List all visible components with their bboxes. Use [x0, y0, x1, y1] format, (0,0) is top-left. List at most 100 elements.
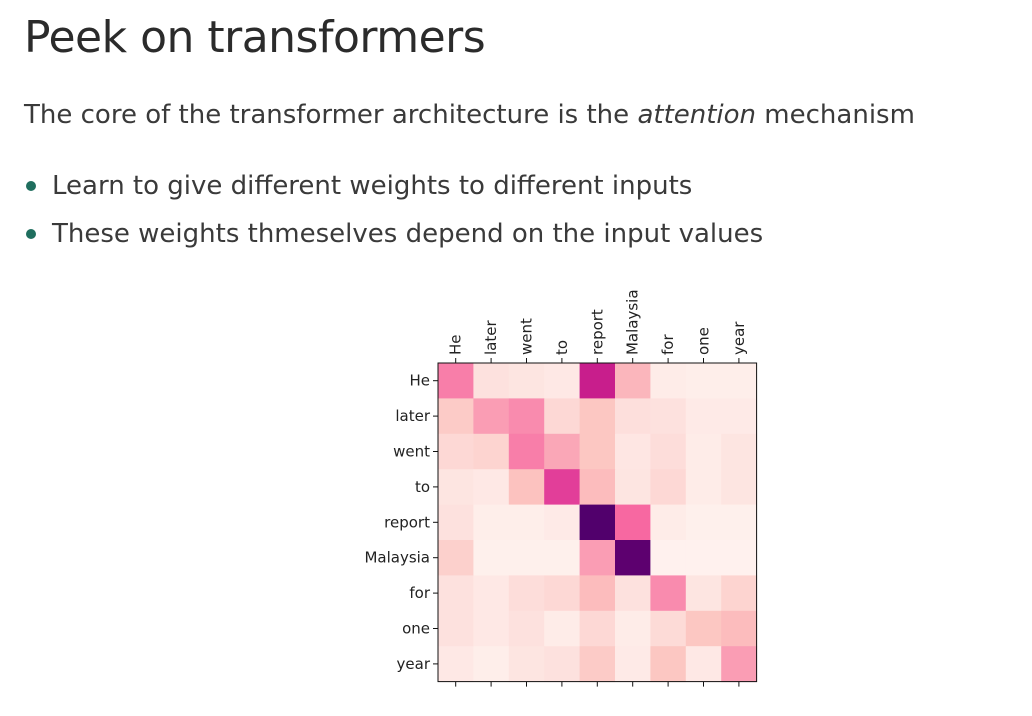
heatmap-cell [473, 469, 510, 506]
heatmap-cell [721, 504, 758, 541]
heatmap-cell [615, 646, 651, 683]
y-tick-label: one [402, 620, 430, 638]
y-tick-label: Malaysia [364, 549, 430, 567]
heatmap-cell [438, 540, 474, 576]
heatmap-cell [544, 540, 581, 576]
heatmap-cell [544, 575, 581, 612]
heatmap-cell [650, 575, 687, 612]
heatmap-cell [473, 610, 510, 647]
heatmap-cell [508, 575, 545, 612]
heatmap-cell [438, 504, 474, 541]
heatmap-cell [650, 398, 687, 435]
heatmap-cell [685, 610, 722, 647]
intro-text-emphasis: attention [637, 100, 757, 130]
heatmap-cell [721, 575, 758, 612]
x-tick-label: to [553, 340, 571, 355]
x-tick-label: for [659, 334, 677, 355]
y-tick-label: year [397, 655, 431, 673]
heatmap-cell [579, 363, 616, 399]
heatmap-cell [685, 575, 722, 612]
x-tick-label: report [588, 309, 606, 355]
heatmap-cell [579, 646, 616, 683]
heatmap-cell [650, 433, 687, 470]
heatmap-cell [473, 646, 510, 683]
y-tick-label: He [409, 372, 430, 390]
heatmap-cell [685, 433, 722, 470]
heatmap-cell [438, 363, 474, 399]
x-tick-label: one [695, 327, 713, 355]
bullet-text: These weights thmeselves depend on the i… [52, 219, 764, 249]
heatmap-cell [508, 504, 545, 541]
heatmap-cell [650, 469, 687, 506]
heatmap-cell [579, 504, 616, 541]
heatmap-cell [438, 469, 474, 506]
heatmap-cell [438, 575, 474, 612]
heatmap-cell [544, 504, 581, 541]
heatmap-cell [438, 646, 474, 683]
heatmap-cell [615, 610, 651, 647]
bullet-list: Learn to give different weights to diffe… [24, 162, 763, 258]
intro-text-after: mechanism [756, 100, 915, 130]
heatmap-cell [615, 540, 651, 576]
heatmap-cell [650, 540, 687, 576]
heatmap-cell [508, 469, 545, 506]
heatmap-cell [721, 469, 758, 506]
heatmap-cell [544, 469, 581, 506]
y-tick-label: went [393, 443, 430, 461]
heatmap-cell [473, 504, 510, 541]
heatmap-cell [544, 610, 581, 647]
heatmap-cell [685, 398, 722, 435]
x-tick-label: Malaysia [624, 289, 642, 355]
heatmap-cell [579, 575, 616, 612]
bullet-item: These weights thmeselves depend on the i… [24, 210, 763, 258]
heatmap-cell [473, 575, 510, 612]
heatmap-cell [473, 398, 510, 435]
y-tick-label: later [395, 407, 430, 425]
heatmap-cell [579, 433, 616, 470]
bullet-item: Learn to give different weights to diffe… [24, 162, 763, 210]
heatmap-cell [650, 610, 687, 647]
heatmap-cell [650, 363, 687, 399]
heatmap-cell [615, 469, 651, 506]
heatmap-cell [579, 398, 616, 435]
heatmap-cell [650, 646, 687, 683]
bullet-text: Learn to give different weights to diffe… [52, 171, 693, 201]
heatmap-cell [473, 540, 510, 576]
heatmap-cell [721, 610, 758, 647]
y-tick-label: for [409, 584, 430, 602]
heatmap-cell [685, 363, 722, 399]
slide-title: Peek on transformers [24, 12, 486, 63]
heatmap-cell [438, 398, 474, 435]
heatmap-cell [508, 398, 545, 435]
heatmap-cell [579, 469, 616, 506]
heatmap-cell [473, 363, 510, 399]
heatmap-cell [721, 646, 758, 683]
x-tick-label: year [730, 321, 748, 355]
heatmap-cell [508, 610, 545, 647]
heatmap-cell [721, 398, 758, 435]
heatmap-cell [615, 398, 651, 435]
heatmap-cell [508, 433, 545, 470]
heatmap-cell [721, 363, 758, 399]
heatmap-cell [508, 540, 545, 576]
heatmap-cell [685, 540, 722, 576]
heatmap-cell [650, 504, 687, 541]
bullet-dot-icon [26, 229, 36, 239]
heatmap-cell [579, 610, 616, 647]
intro-text-before: The core of the transformer architecture… [24, 100, 638, 130]
heatmap-cell [721, 540, 758, 576]
heatmap-cell [579, 540, 616, 576]
heatmap-cell [721, 433, 758, 470]
x-tick-label: later [482, 320, 500, 355]
heatmap-cell [615, 363, 651, 399]
heatmap-cell [473, 433, 510, 470]
y-tick-label: to [415, 478, 430, 496]
heatmap-cell [615, 504, 651, 541]
heatmap-cell [438, 610, 474, 647]
heatmap-cell [508, 363, 545, 399]
heatmap-cell [615, 575, 651, 612]
x-tick-label: went [518, 318, 536, 355]
bullet-dot-icon [26, 181, 36, 191]
heatmap-cell [685, 646, 722, 683]
